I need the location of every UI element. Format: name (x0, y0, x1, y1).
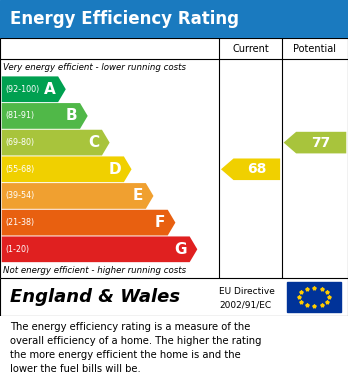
Text: England & Wales: England & Wales (10, 288, 181, 306)
Polygon shape (2, 130, 110, 156)
Polygon shape (221, 158, 280, 180)
Text: 2002/91/EC: 2002/91/EC (219, 300, 271, 309)
Text: Not energy efficient - higher running costs: Not energy efficient - higher running co… (3, 266, 187, 275)
Text: C: C (88, 135, 99, 150)
Polygon shape (2, 210, 175, 235)
Bar (287, 282, 341, 312)
Text: The energy efficiency rating is a measure of the
overall efficiency of a home. T: The energy efficiency rating is a measur… (10, 322, 262, 374)
Text: (55-68): (55-68) (5, 165, 34, 174)
Text: Energy Efficiency Rating: Energy Efficiency Rating (10, 10, 239, 28)
Text: Very energy efficient - lower running costs: Very energy efficient - lower running co… (3, 63, 187, 72)
Polygon shape (2, 76, 66, 102)
Text: Potential: Potential (293, 43, 337, 54)
Text: (81-91): (81-91) (5, 111, 34, 120)
Text: D: D (109, 162, 121, 177)
Text: B: B (66, 108, 77, 124)
Text: Current: Current (232, 43, 269, 54)
Text: F: F (155, 215, 165, 230)
Text: (39-54): (39-54) (5, 192, 34, 201)
Polygon shape (2, 156, 132, 182)
Text: (92-100): (92-100) (5, 85, 39, 94)
Text: G: G (174, 242, 187, 257)
Text: EU Directive: EU Directive (219, 287, 275, 296)
Text: (69-80): (69-80) (5, 138, 34, 147)
Polygon shape (2, 237, 197, 262)
Polygon shape (284, 132, 346, 153)
Polygon shape (2, 103, 88, 129)
Text: A: A (44, 82, 55, 97)
Text: E: E (133, 188, 143, 203)
Text: 68: 68 (247, 162, 267, 176)
Text: (1-20): (1-20) (5, 245, 29, 254)
Text: 77: 77 (311, 136, 331, 150)
Polygon shape (2, 183, 153, 209)
Text: (21-38): (21-38) (5, 218, 34, 227)
